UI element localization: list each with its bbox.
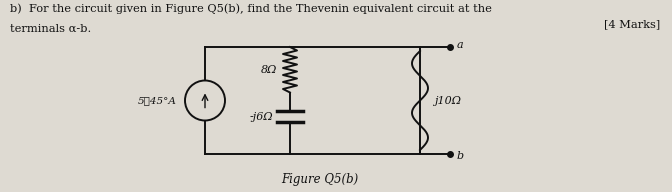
Text: j10Ω: j10Ω [434, 95, 461, 105]
Text: b: b [457, 151, 464, 161]
Text: a: a [457, 40, 464, 50]
Text: Figure Q5(b): Figure Q5(b) [282, 173, 359, 186]
Text: b)  For the circuit given in Figure Q5(b), find the Thevenin equivalent circuit : b) For the circuit given in Figure Q5(b)… [10, 3, 492, 14]
Text: -j6Ω: -j6Ω [249, 112, 273, 122]
Text: 8Ω: 8Ω [261, 65, 277, 75]
Circle shape [185, 80, 225, 121]
Text: [4 Marks]: [4 Marks] [603, 19, 660, 29]
Text: 5⑐45°A: 5⑐45°A [138, 96, 177, 105]
Text: terminals α-b.: terminals α-b. [10, 24, 91, 34]
